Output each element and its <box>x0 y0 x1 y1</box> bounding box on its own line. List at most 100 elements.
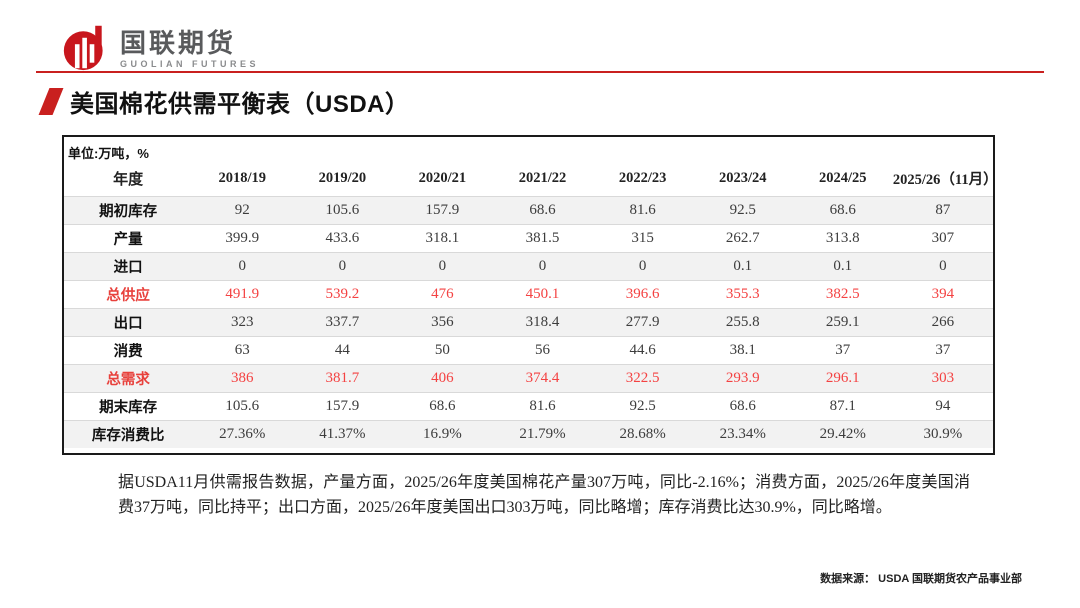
balance-table: 年度 2018/19 2019/20 2020/21 2021/22 2022/23 202… <box>64 162 998 448</box>
cell: 44.6 <box>592 336 693 365</box>
cell: 68.6 <box>792 196 893 225</box>
column-header: 2023/24 <box>692 162 793 197</box>
column-header: 2022/23 <box>592 162 693 197</box>
cell: 315 <box>592 224 693 253</box>
cell: 50 <box>392 336 493 365</box>
brand-name: 国联期货 <box>120 28 237 58</box>
cell: 318.1 <box>392 224 493 253</box>
table-row: 期末库存 105.6 157.9 68.6 81.6 92.5 68.6 87.1 94 <box>64 392 993 421</box>
cell: 68.6 <box>492 196 593 225</box>
cell: 0.1 <box>792 252 893 281</box>
cell: 381.5 <box>492 224 593 253</box>
summary-paragraph: 据USDA11月供需报告数据，产量方面，2025/26年度美国棉花产量307万吨… <box>118 474 970 516</box>
table-row: 期初库存 92 105.6 157.9 68.6 81.6 92.5 68.6 87 <box>64 196 993 225</box>
cell: 0 <box>492 252 593 281</box>
column-header-year: 年度 <box>64 162 193 197</box>
cell: 27.36% <box>192 420 293 448</box>
cell: 44 <box>292 336 393 365</box>
cell: 41.37% <box>292 420 393 448</box>
row-label: 期末库存 <box>64 392 193 421</box>
column-header: 2025/26（11月） <box>892 162 998 197</box>
cell: 355.3 <box>692 280 793 309</box>
table-row: 出口 323 337.7 356 318.4 277.9 255.8 259.1 266 <box>64 308 993 337</box>
cell: 323 <box>192 308 293 337</box>
cell: 539.2 <box>292 280 393 309</box>
cell: 313.8 <box>792 224 893 253</box>
cell: 68.6 <box>392 392 493 421</box>
row-label: 总供应 <box>64 280 193 309</box>
cell: 94 <box>892 392 993 421</box>
cell: 266 <box>892 308 993 337</box>
cell: 81.6 <box>592 196 693 225</box>
cell: 92 <box>192 196 293 225</box>
cell: 0.1 <box>692 252 793 281</box>
cell: 399.9 <box>192 224 293 253</box>
cell: 105.6 <box>192 392 293 421</box>
cell: 356 <box>392 308 493 337</box>
title-slash-icon <box>38 88 64 115</box>
cell: 382.5 <box>792 280 893 309</box>
table-body: 期初库存 92 105.6 157.9 68.6 81.6 92.5 68.6 87 产量 399.… <box>64 196 993 448</box>
cell: 476 <box>392 280 493 309</box>
cell: 157.9 <box>292 392 393 421</box>
table-row: 库存消费比 27.36% 41.37% 16.9% 21.79% 28.68% 23.34%… <box>64 420 993 448</box>
cell: 29.42% <box>792 420 893 448</box>
cell: 386 <box>192 364 293 393</box>
brand-subtitle: GUOLIAN FUTURES <box>120 59 259 69</box>
cell: 322.5 <box>592 364 693 393</box>
balance-table-container: 单位:万吨，% 年度 2018/19 2019/20 2020/21 2021/22 20… <box>62 135 998 455</box>
column-header: 2019/20 <box>292 162 393 197</box>
column-header: 2018/19 <box>192 162 293 197</box>
table-row: 消费 63 44 50 56 44.6 38.1 37 37 <box>64 336 993 365</box>
row-label: 产量 <box>64 224 193 253</box>
cell: 0 <box>892 252 993 281</box>
cell: 68.6 <box>692 392 793 421</box>
cell: 23.34% <box>692 420 793 448</box>
cell: 433.6 <box>292 224 393 253</box>
unit-label: 单位:万吨，% <box>68 146 149 161</box>
cell: 293.9 <box>692 364 793 393</box>
table-row: 进口 0 0 0 0 0 0.1 0.1 0 <box>64 252 993 281</box>
cell: 394 <box>892 280 993 309</box>
cell: 87.1 <box>792 392 893 421</box>
row-label: 消费 <box>64 336 193 365</box>
row-label: 进口 <box>64 252 193 281</box>
cell: 491.9 <box>192 280 293 309</box>
cell: 30.9% <box>892 420 993 448</box>
cell: 381.7 <box>292 364 393 393</box>
cell: 255.8 <box>692 308 793 337</box>
cell: 0 <box>192 252 293 281</box>
cell: 406 <box>392 364 493 393</box>
cell: 56 <box>492 336 593 365</box>
cell: 92.5 <box>592 392 693 421</box>
header-divider <box>36 71 1044 73</box>
cell: 81.6 <box>492 392 593 421</box>
cell: 396.6 <box>592 280 693 309</box>
cell: 318.4 <box>492 308 593 337</box>
cell: 307 <box>892 224 993 253</box>
guolian-logo-icon <box>62 22 110 77</box>
page-title: 美国棉花供需平衡表（USDA） <box>70 91 410 118</box>
row-label: 库存消费比 <box>64 420 193 448</box>
cell: 28.68% <box>592 420 693 448</box>
row-label: 总需求 <box>64 364 193 393</box>
brand-header: 国联期货 GUOLIAN FUTURES <box>62 22 259 77</box>
table-row: 产量 399.9 433.6 318.1 381.5 315 262.7 313.8 307 <box>64 224 993 253</box>
row-label: 出口 <box>64 308 193 337</box>
cell: 262.7 <box>692 224 793 253</box>
table-row: 总供应 491.9 539.2 476 450.1 396.6 355.3 382.5 394 <box>64 280 993 309</box>
cell: 38.1 <box>692 336 793 365</box>
data-source-note: 数据来源： USDA 国联期货农产品事业部 <box>820 573 1022 585</box>
cell: 450.1 <box>492 280 593 309</box>
table-header: 年度 2018/19 2019/20 2020/21 2021/22 2022/23 202… <box>64 162 998 197</box>
column-header: 2024/25 <box>792 162 893 197</box>
cell: 277.9 <box>592 308 693 337</box>
cell: 0 <box>392 252 493 281</box>
cell: 0 <box>592 252 693 281</box>
title-row: 美国棉花供需平衡表（USDA） <box>38 84 410 119</box>
brand-text: 国联期货 GUOLIAN FUTURES <box>120 30 259 69</box>
cell: 37 <box>892 336 993 365</box>
cell: 87 <box>892 196 993 225</box>
cell: 303 <box>892 364 993 393</box>
